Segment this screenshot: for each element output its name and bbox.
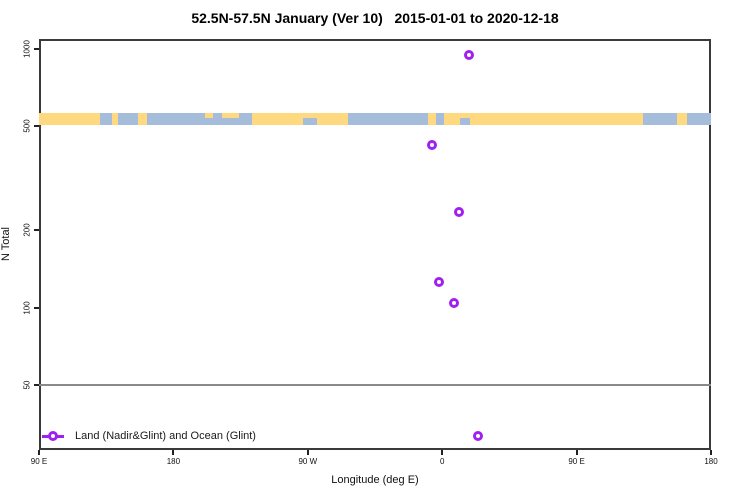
y-tick-label: 1000 bbox=[22, 39, 32, 58]
legend-label: Land (Nadir&Glint) and Ocean (Glint) bbox=[75, 430, 256, 442]
ocean-segment bbox=[118, 112, 138, 125]
ocean-segment bbox=[100, 112, 113, 125]
x-tick bbox=[710, 450, 712, 455]
ocean-segment bbox=[204, 118, 214, 125]
x-tick-label: 180 bbox=[704, 457, 718, 466]
y-tick bbox=[34, 228, 39, 231]
x-axis-label: Longitude (deg E) bbox=[331, 474, 419, 486]
y-tick-label: 50 bbox=[22, 381, 32, 390]
y-tick-label: 500 bbox=[22, 119, 32, 134]
data-point bbox=[434, 276, 445, 287]
x-tick bbox=[172, 450, 175, 455]
y-tick bbox=[34, 47, 39, 50]
ocean-segment bbox=[459, 118, 470, 125]
land-ocean-map-band bbox=[39, 112, 711, 125]
data-point bbox=[464, 50, 475, 61]
ocean-segment bbox=[436, 112, 445, 125]
x-tick-label: 0 bbox=[439, 457, 445, 466]
ocean-segment bbox=[303, 118, 318, 125]
chart-title: 52.5N-57.5N January (Ver 10) 2015-01-01 … bbox=[191, 10, 559, 26]
x-tick bbox=[38, 450, 40, 455]
y-tick bbox=[34, 384, 39, 387]
x-tick bbox=[441, 450, 444, 455]
y-axis-label: N Total bbox=[0, 226, 12, 262]
ocean-segment bbox=[686, 112, 711, 125]
data-point bbox=[453, 207, 464, 218]
reference-line-50 bbox=[39, 384, 711, 387]
ocean-segment bbox=[147, 112, 205, 125]
ocean-segment bbox=[348, 112, 429, 125]
x-tick-label: 90 E bbox=[30, 457, 48, 466]
ocean-segment bbox=[239, 112, 253, 125]
x-tick bbox=[306, 450, 309, 455]
ocean-segment bbox=[221, 118, 240, 125]
legend-open-circle-icon bbox=[48, 431, 58, 441]
data-point bbox=[426, 140, 437, 150]
y-tick-label: 200 bbox=[22, 222, 32, 237]
y-tick bbox=[34, 306, 39, 309]
data-point bbox=[449, 298, 460, 309]
y-tick bbox=[34, 125, 39, 128]
plot-area bbox=[39, 39, 711, 450]
x-tick bbox=[575, 450, 578, 455]
ocean-segment bbox=[213, 112, 222, 125]
x-tick-label: 90 E bbox=[568, 457, 585, 466]
x-tick-label: 180 bbox=[166, 457, 181, 466]
data-point bbox=[473, 430, 484, 441]
ocean-segment bbox=[643, 112, 677, 125]
x-tick-label: 90 W bbox=[298, 457, 318, 466]
y-tick-label: 100 bbox=[22, 300, 32, 315]
